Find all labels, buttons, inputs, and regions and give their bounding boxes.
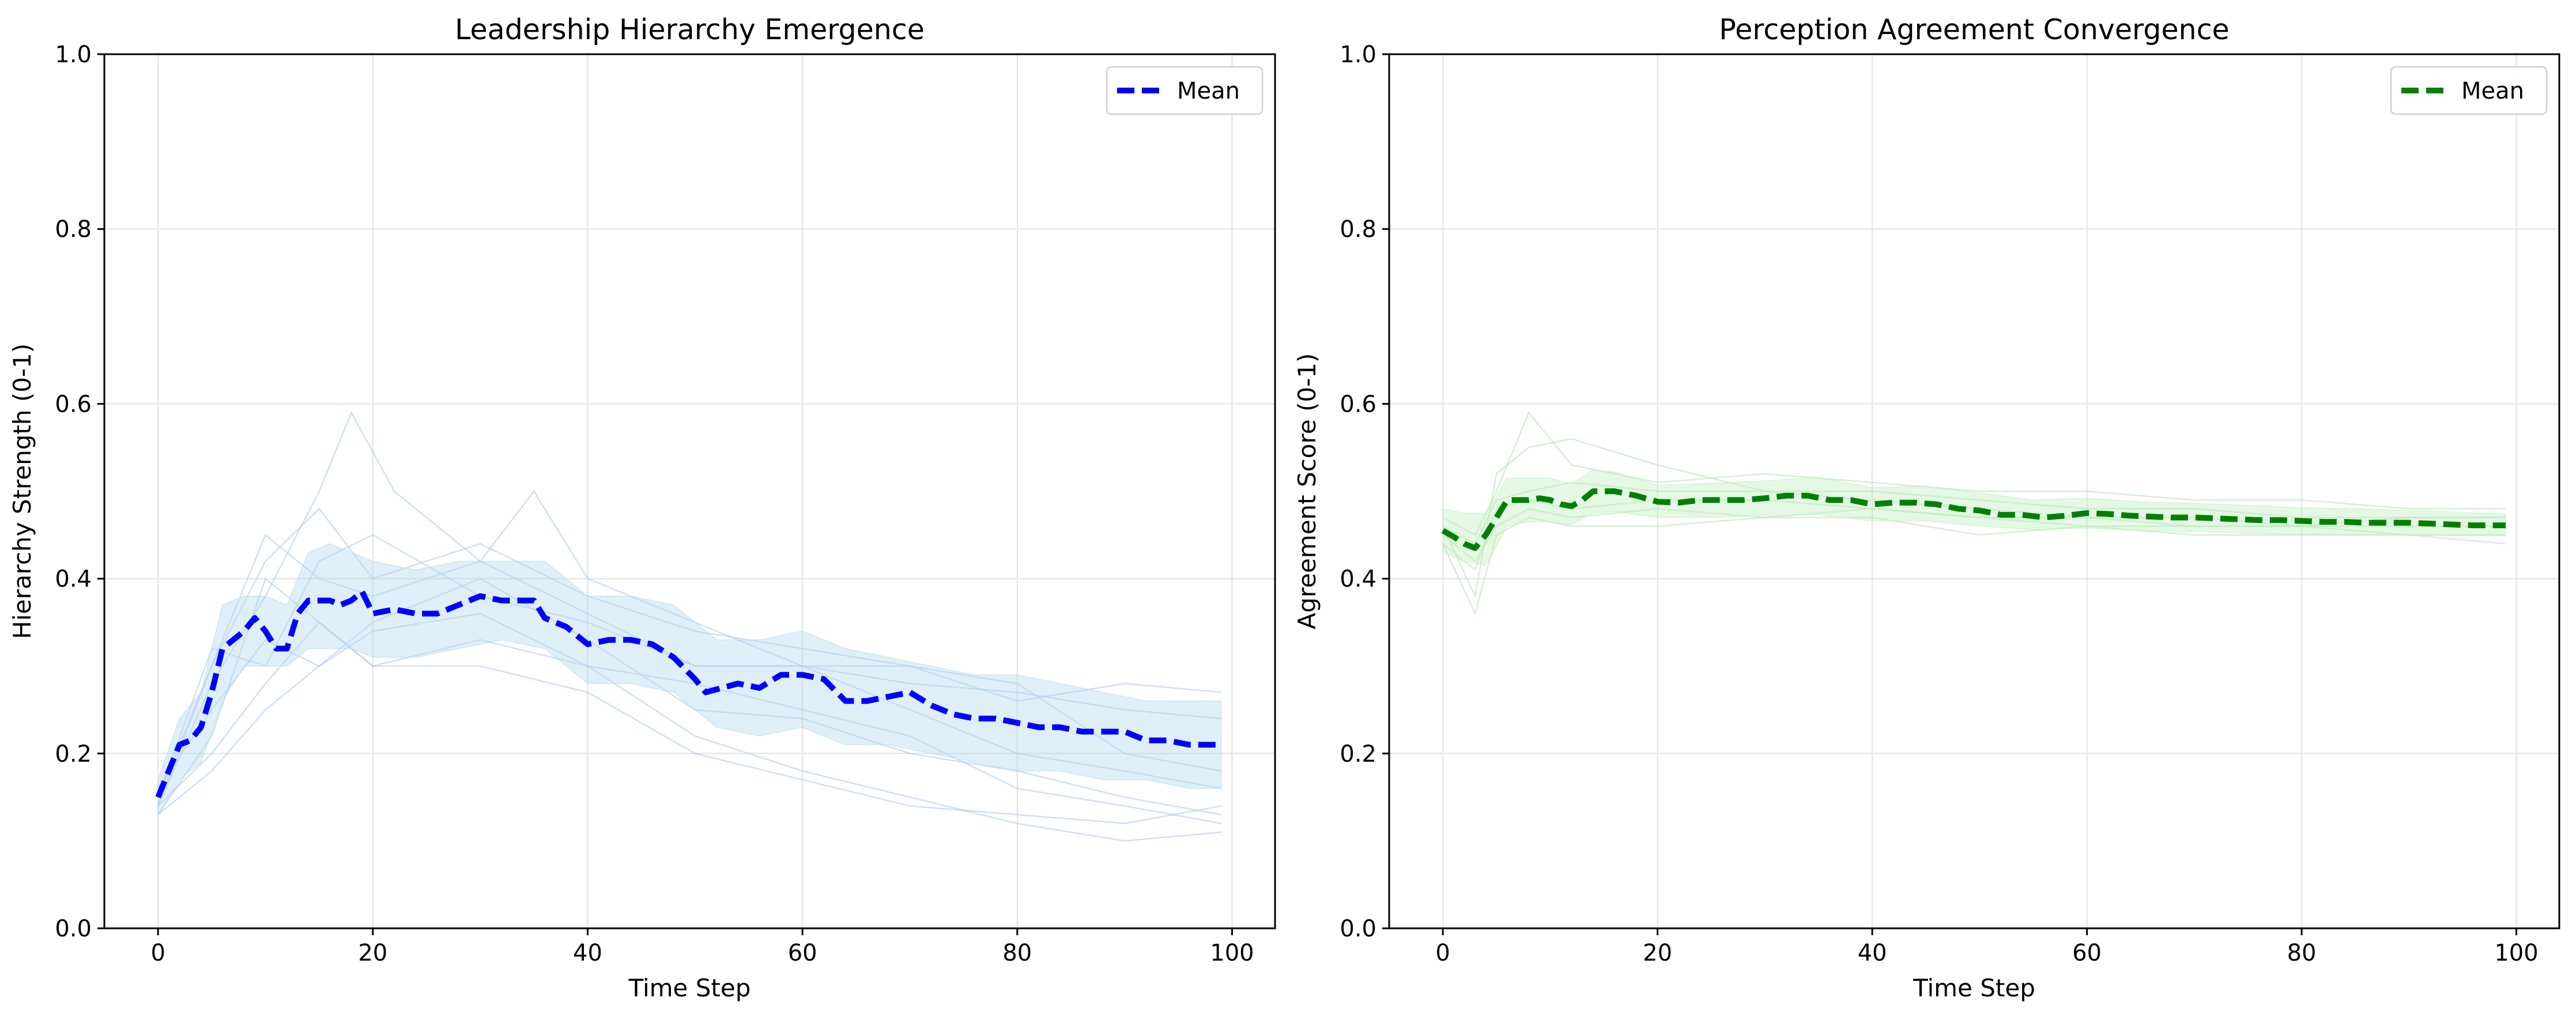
axes-frame	[1388, 53, 2560, 929]
y-axis-label: Agreement Score (0-1)	[1293, 353, 1321, 630]
y-tick-label: 0.6	[1340, 391, 1376, 417]
x-tick-label: 20	[358, 940, 387, 966]
y-tick-label: 0.8	[55, 216, 92, 243]
y-tick-label: 1.0	[55, 42, 92, 68]
y-tick-label: 0.4	[1340, 566, 1376, 593]
chart-panel-1: 0 20 40 60 80 100 0.0 0.2 0.4 0.6 0.8 1.0 Leadership…	[8, 13, 1276, 1002]
chart-title: Leadership Hierarchy Emergence	[455, 13, 925, 46]
x-tick-label: 100	[1210, 940, 1254, 966]
x-tick-label: 40	[1858, 940, 1887, 966]
individual-run-line	[157, 490, 1222, 798]
y-tick-label: 0.8	[1340, 216, 1376, 243]
legend-label: Mean	[1177, 78, 1240, 104]
y-tick-label: 0.4	[55, 566, 92, 593]
chart-title: Perception Agreement Convergence	[1719, 13, 2229, 46]
individual-run-line	[157, 621, 1222, 825]
y-tick-label: 0.2	[1340, 741, 1376, 767]
mean-series-line	[1441, 488, 2506, 551]
legend: Mean	[2390, 66, 2548, 115]
x-axis-label: Time Step	[628, 974, 751, 1002]
x-tick-label: 0	[150, 940, 165, 966]
individual-run-line	[1442, 517, 2506, 616]
std-band	[157, 543, 1222, 816]
y-axis-label: Hierarchy Strength (0-1)	[8, 344, 36, 639]
y-tick-label: 1.0	[1340, 42, 1376, 68]
x-tick-label: 40	[573, 940, 602, 966]
y-tick-label: 0.0	[1340, 916, 1376, 942]
x-axis-label: Time Step	[1913, 974, 2035, 1002]
x-tick-label: 20	[1643, 940, 1672, 966]
legend-box	[2390, 66, 2548, 115]
x-tick-label: 100	[2494, 940, 2538, 966]
legend-label: Mean	[2461, 78, 2524, 104]
y-tick-label: 0.0	[55, 916, 92, 942]
y-tick-label: 0.6	[55, 391, 92, 417]
x-tick-label: 80	[2287, 940, 2317, 966]
chart-panel-2: 0 20 40 60 80 100 0.0 0.2 0.4 0.6 0.8 1.0 Perception…	[1293, 13, 2560, 1002]
x-tick-label: 60	[788, 940, 817, 966]
axes-frame	[103, 53, 1276, 929]
individual-run-line	[1442, 438, 2506, 599]
y-tick-label: 0.2	[55, 741, 92, 767]
legend: Mean	[1106, 66, 1264, 115]
mean-series-line	[155, 589, 1221, 799]
x-tick-label: 0	[1435, 940, 1450, 966]
individual-run-line	[157, 411, 1222, 807]
x-tick-label: 80	[1002, 940, 1032, 966]
individual-run-line	[157, 612, 1222, 825]
std-band	[1442, 469, 2506, 566]
legend-box	[1106, 66, 1264, 115]
individual-run-line	[1442, 411, 2506, 536]
x-tick-label: 60	[2072, 940, 2102, 966]
